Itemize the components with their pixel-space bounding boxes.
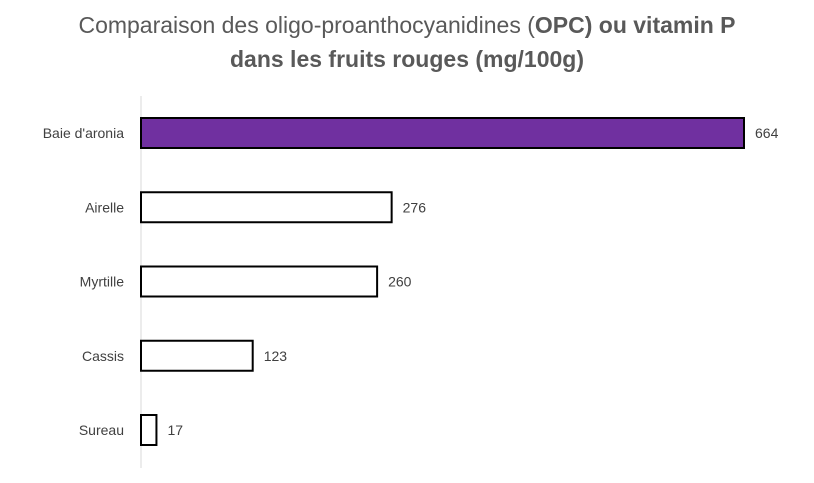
bar-sureau xyxy=(140,414,158,446)
bar-cassis xyxy=(140,339,254,372)
data-label-baie-d-aronia: 664 xyxy=(755,125,779,141)
chart-title-line-1: Comparaison des oligo-proanthocyanidines… xyxy=(0,8,814,42)
data-label-myrtille: 260 xyxy=(388,274,412,290)
chart-title-line-2: dans les fruits rouges (mg/100g) xyxy=(229,46,585,72)
data-label-sureau: 17 xyxy=(167,422,183,438)
bar-myrtille xyxy=(140,265,379,298)
data-label-airelle: 276 xyxy=(403,199,427,215)
category-label-baie-d-aronia: Baie d'aronia xyxy=(43,125,125,141)
bar-baie-d-aronia xyxy=(140,117,745,149)
category-label-airelle: Airelle xyxy=(85,199,124,215)
chart-title: Comparaison des oligo-proanthocyanidines… xyxy=(0,8,814,76)
category-label-myrtille: Myrtille xyxy=(80,274,125,290)
category-label-cassis: Cassis xyxy=(82,348,124,364)
chart-title-part-1: Comparaison des oligo-proanthocyanidines… xyxy=(78,12,535,38)
chart-title-part-2: OPC) ou vitamin P xyxy=(534,12,736,38)
bar-airelle xyxy=(140,191,393,224)
category-label-sureau: Sureau xyxy=(79,422,124,438)
bars-group: Baie d'aronia 664 Airelle 276 Myrtille 260 Cas… xyxy=(43,117,779,446)
data-label-cassis: 123 xyxy=(264,348,288,364)
